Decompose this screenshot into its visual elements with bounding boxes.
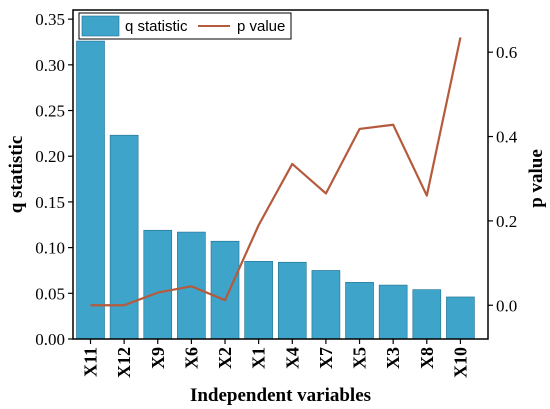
left-tick-label: 0.00: [35, 330, 65, 349]
bar-X1: [244, 261, 273, 340]
left-axis-ticks: 0.00 0.05 0.10 0.15 0.20 0.25 0.30 0.35: [35, 10, 73, 349]
left-tick-label: 0.15: [35, 193, 65, 212]
right-tick-label: 0.0: [496, 296, 517, 315]
legend: q statistic p value: [78, 12, 292, 40]
left-tick-label: 0.30: [35, 56, 65, 75]
x-axis-ticks: X11 X12 X9 X6 X2 X1 X4 X7 X5 X3 X8 X10: [81, 339, 470, 378]
category-label-X9: X9: [148, 347, 168, 369]
category-label-X11: X11: [81, 347, 101, 377]
legend-p-value-label: p value: [237, 18, 285, 35]
y2-axis-title: p value: [526, 149, 547, 208]
category-label-X4: X4: [282, 347, 302, 369]
left-tick-label: 0.35: [35, 10, 65, 29]
line-layer: [90, 37, 462, 307]
bar-X5: [345, 282, 374, 340]
category-label-X6: X6: [181, 347, 201, 369]
category-label-X1: X1: [249, 347, 269, 369]
p-value-line: [90, 37, 462, 307]
category-label-X2: X2: [215, 347, 235, 369]
left-tick-label: 0.05: [35, 284, 65, 303]
bar-X11: [76, 40, 105, 340]
bar-X12: [109, 134, 139, 340]
y-axis-title: q statistic: [6, 136, 27, 214]
x-axis-title: Independent variables: [190, 385, 371, 406]
legend-q-statistic-label: q statistic: [125, 18, 188, 35]
category-label-X7: X7: [316, 347, 336, 369]
bar-X8: [412, 289, 442, 340]
bars-layer: [76, 40, 475, 340]
plot-frame: [72, 9, 489, 340]
left-tick-label: 0.20: [35, 147, 65, 166]
right-tick-label: 0.6: [496, 43, 517, 62]
right-tick-label: 0.2: [496, 212, 517, 231]
category-label-X5: X5: [350, 347, 370, 369]
category-label-X3: X3: [383, 347, 403, 369]
category-label-X10: X10: [450, 347, 470, 378]
left-tick-label: 0.25: [35, 102, 65, 121]
right-tick-label: 0.4: [496, 128, 518, 147]
right-axis-ticks: 0.0 0.2 0.4 0.6: [488, 43, 518, 315]
left-tick-label: 0.10: [35, 239, 65, 258]
bar-X3: [378, 284, 408, 340]
bar-X9: [143, 229, 173, 340]
bar-X10: [446, 296, 475, 340]
bar-X4: [277, 261, 307, 340]
category-label-X8: X8: [417, 347, 437, 369]
bar-X2: [210, 240, 240, 340]
bar-X7: [311, 270, 341, 340]
category-label-X12: X12: [114, 347, 134, 378]
legend-bar-swatch: [81, 15, 120, 37]
